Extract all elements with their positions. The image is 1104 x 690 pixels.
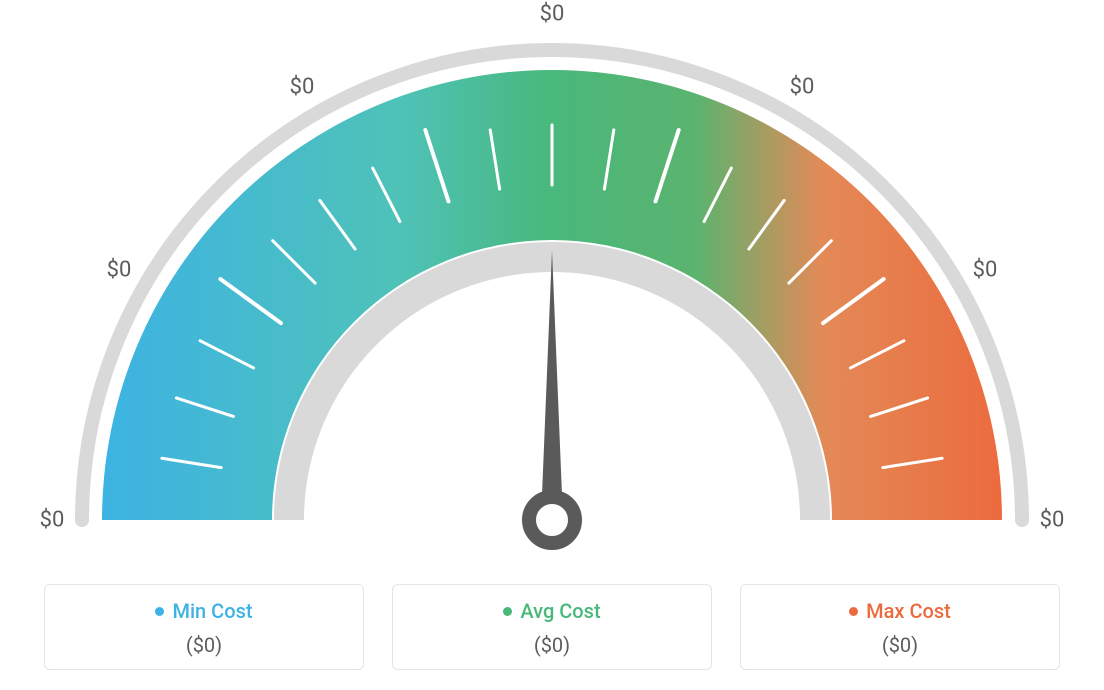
legend-value-avg: ($0)	[403, 633, 701, 657]
legend-row: Min Cost ($0) Avg Cost ($0) Max Cost ($0…	[0, 584, 1104, 670]
legend-dot-avg	[503, 607, 512, 616]
gauge-tick-label: $0	[290, 74, 315, 99]
legend-label-avg: Avg Cost	[520, 599, 600, 623]
legend-dot-min	[155, 607, 164, 616]
gauge-tick-label: $0	[107, 258, 132, 283]
gauge-wrap: $0 $0 $0 $0 $0 $0 $0	[0, 0, 1104, 560]
gauge-svg	[0, 0, 1104, 570]
gauge-tick-label: $0	[40, 508, 65, 533]
gauge-tick-label: $0	[790, 74, 815, 99]
legend-value-min: ($0)	[55, 633, 353, 657]
legend-card-max: Max Cost ($0)	[740, 584, 1060, 670]
legend-dot-max	[849, 607, 858, 616]
gauge-tick-label: $0	[540, 2, 565, 27]
gauge-chart-container: $0 $0 $0 $0 $0 $0 $0 Min Cost ($0) Avg Cost ($…	[0, 0, 1104, 690]
legend-card-min: Min Cost ($0)	[44, 584, 364, 670]
legend-title-max: Max Cost	[849, 599, 951, 623]
legend-title-min: Min Cost	[155, 599, 252, 623]
legend-title-avg: Avg Cost	[503, 599, 600, 623]
gauge-tick-label: $0	[973, 258, 998, 283]
legend-label-max: Max Cost	[866, 599, 951, 623]
gauge-tick-label: $0	[1040, 508, 1065, 533]
legend-card-avg: Avg Cost ($0)	[392, 584, 712, 670]
legend-label-min: Min Cost	[172, 599, 252, 623]
legend-value-max: ($0)	[751, 633, 1049, 657]
